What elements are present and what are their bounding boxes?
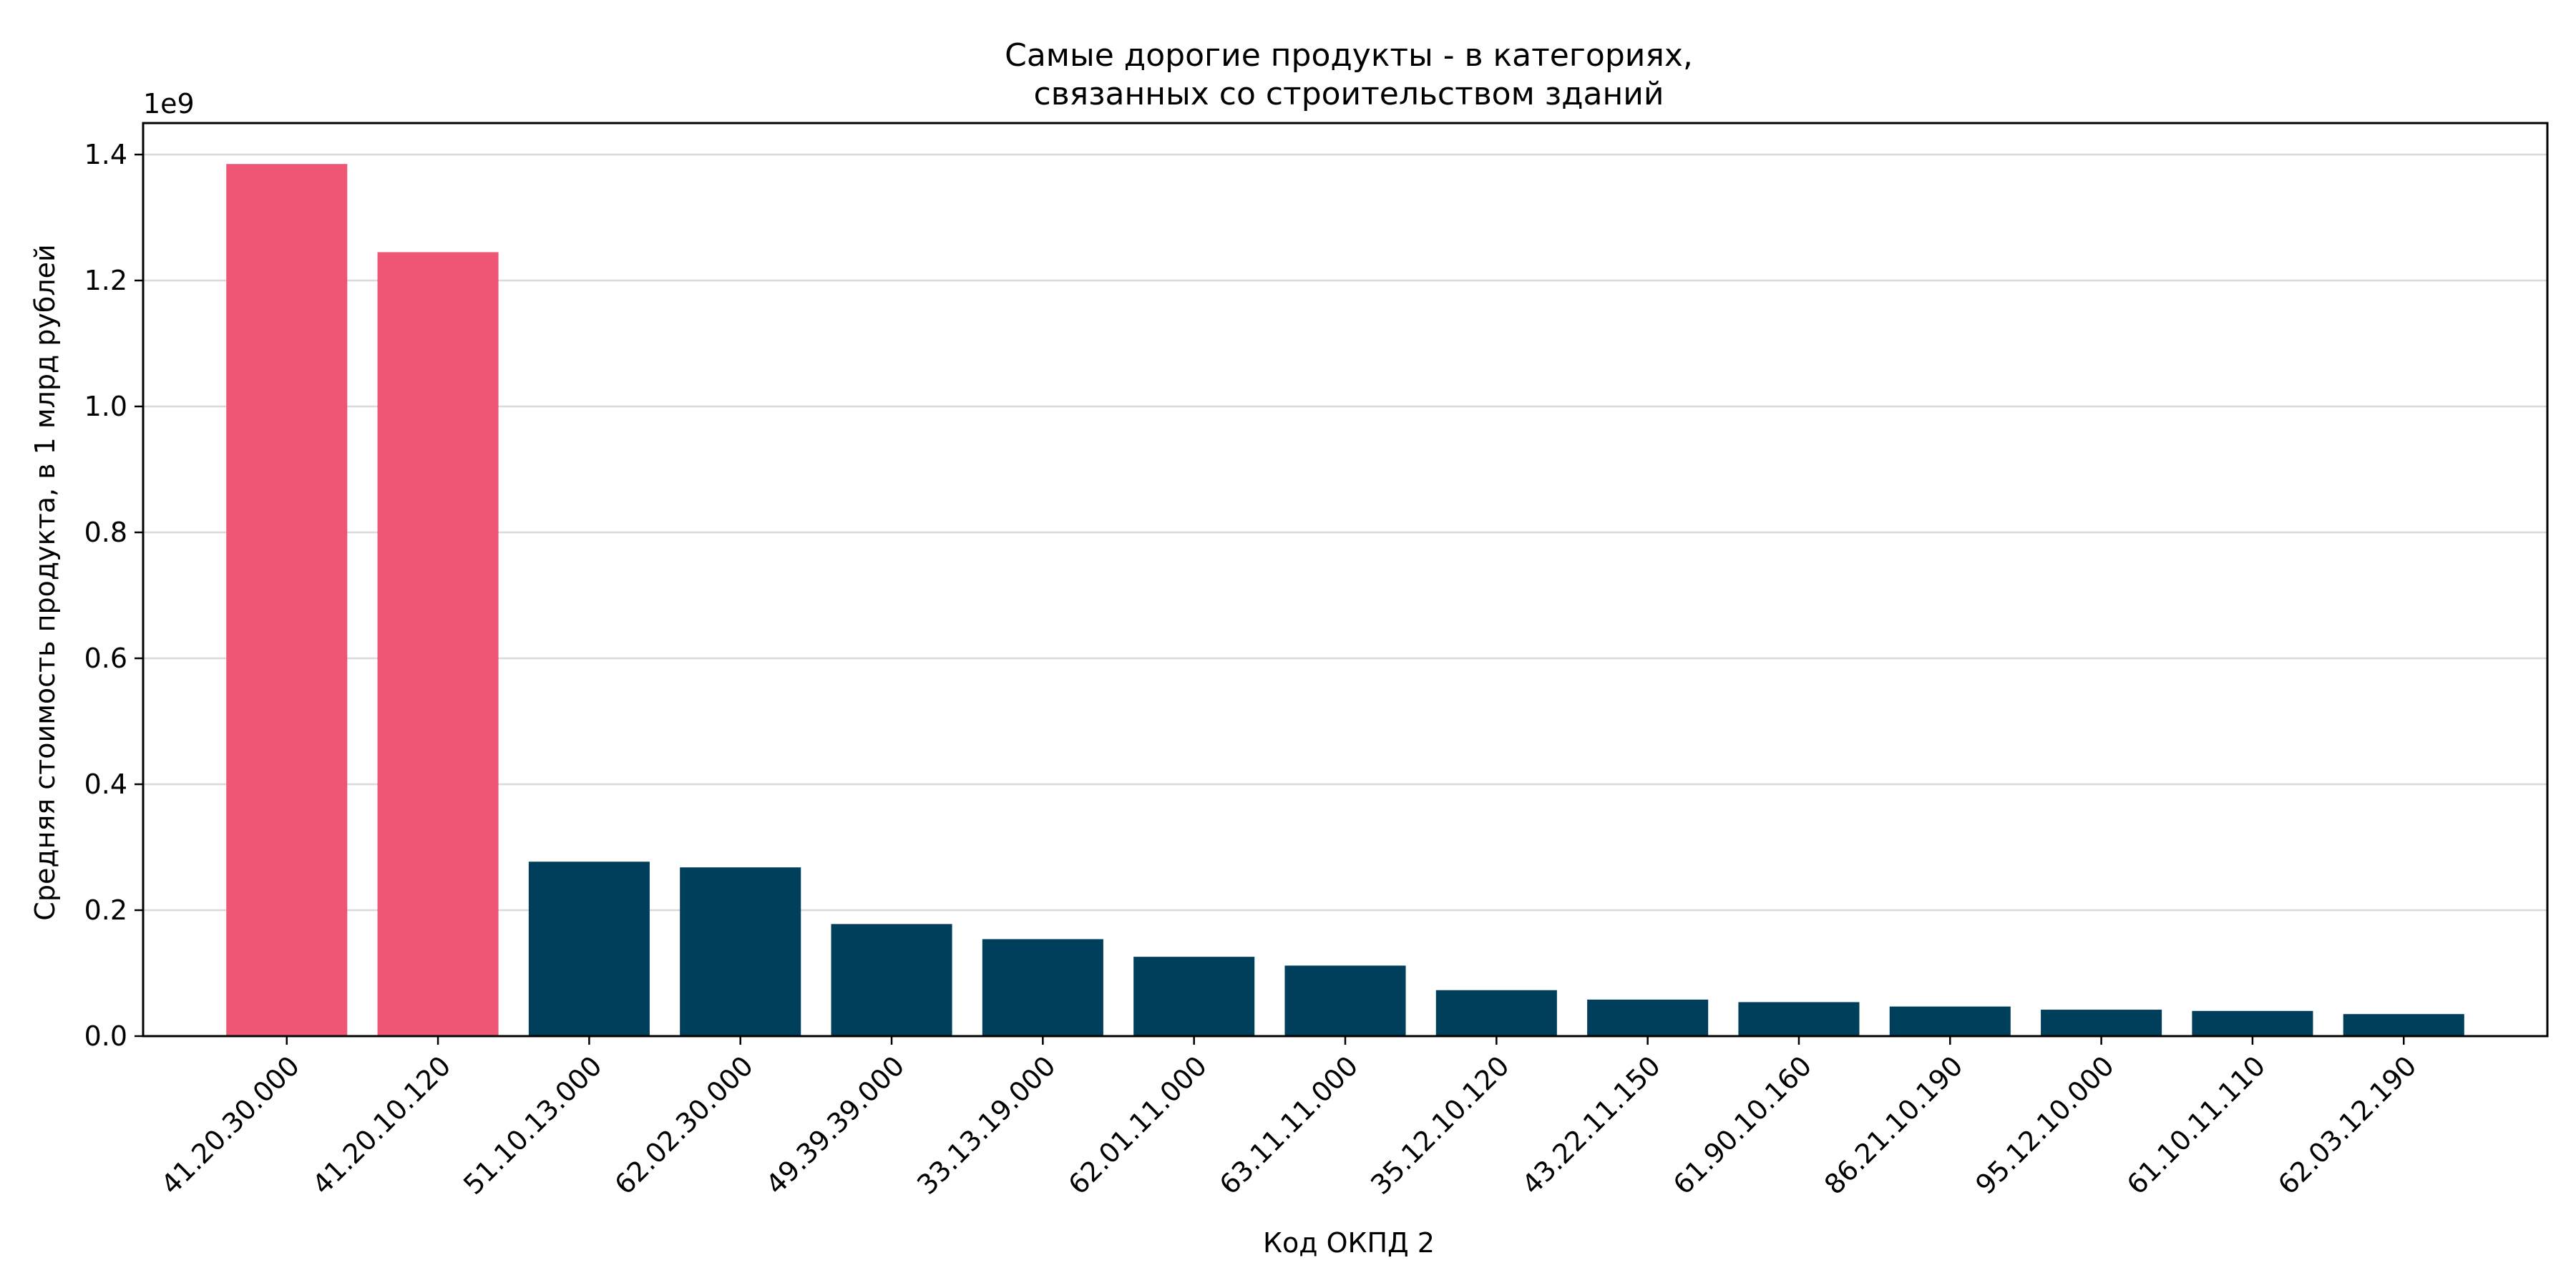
bar-33.13.19.000	[982, 939, 1103, 1036]
y-tick-label: 1.0	[84, 391, 127, 422]
bar-62.02.30.000	[680, 867, 801, 1036]
bar-41.20.30.000	[226, 164, 348, 1037]
bar-62.01.11.000	[1133, 957, 1255, 1036]
y-tick-label: 1.4	[84, 139, 127, 170]
y-axis-label: Средняя стоимость продукта, в 1 млрд руб…	[29, 244, 61, 920]
y-tick-label: 0.4	[84, 769, 127, 800]
y-tick-label: 1.2	[84, 265, 127, 296]
y-axis: 0.0 0.2 0.4 0.6 0.8 1.0 1.2 1.4	[84, 139, 143, 1052]
bar-61.90.10.160	[1738, 1002, 1860, 1036]
bar-62.03.12.190	[2343, 1014, 2464, 1036]
chart-title-line-1: Самые дорогие продукты - в категориях,	[1005, 37, 1693, 74]
y-tick-label: 0.2	[84, 894, 127, 926]
y-tick-label: 0.0	[84, 1020, 127, 1052]
bar-41.20.10.120	[377, 252, 499, 1036]
bar-49.39.39.000	[831, 924, 952, 1036]
bar-61.10.11.110	[2192, 1010, 2313, 1036]
x-axis-label: Код ОКПД 2	[1263, 1227, 1435, 1259]
bar-95.12.10.000	[2041, 1010, 2162, 1036]
bar-43.22.11.150	[1587, 999, 1709, 1036]
chart-title-line-2: связанных со строительством зданий	[1034, 76, 1664, 112]
bar-63.11.11.000	[1284, 965, 1406, 1036]
bar-35.12.10.120	[1435, 990, 1557, 1036]
bars	[226, 164, 2464, 1037]
bar-86.21.10.190	[1889, 1006, 2011, 1036]
y-offset-label: 1e9	[143, 88, 195, 119]
y-tick-label: 0.8	[84, 517, 127, 548]
y-tick-label: 0.6	[84, 643, 127, 674]
bar-51.10.13.000	[528, 862, 650, 1036]
